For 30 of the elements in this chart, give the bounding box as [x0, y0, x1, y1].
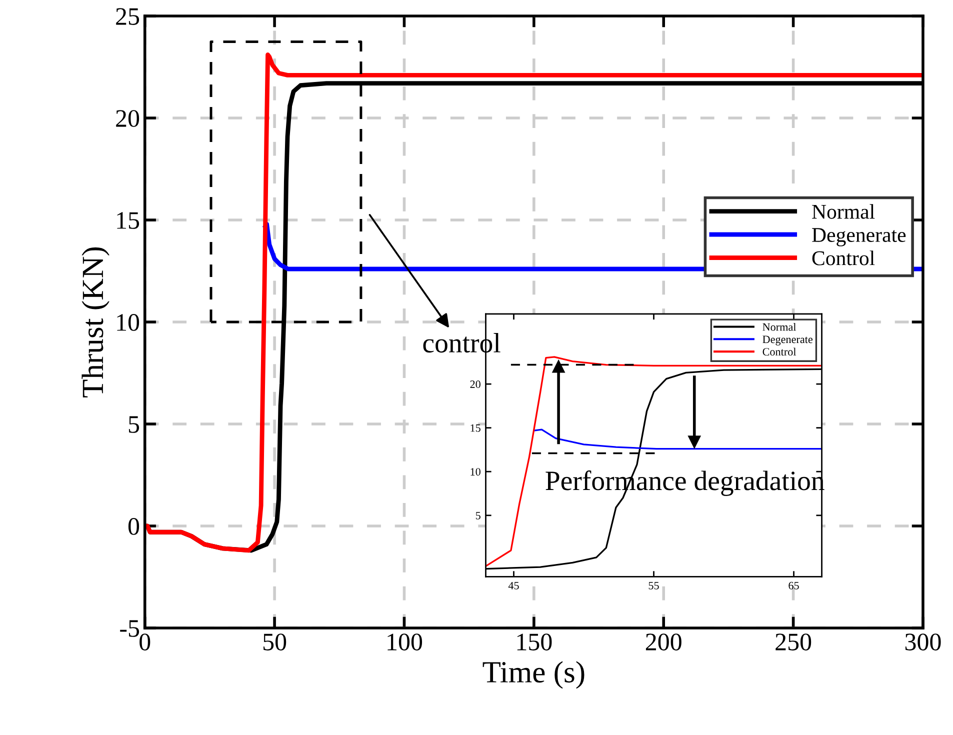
line-series: [534, 428, 822, 450]
x-tick-label: 250: [776, 634, 812, 650]
y-tick-label: 5: [476, 512, 480, 520]
y-tick-label: 15: [117, 212, 140, 229]
y-axis-title: Thrust (KN): [82, 247, 110, 398]
x-tick-label: 200: [646, 634, 682, 650]
legend-label: Control: [812, 250, 875, 266]
x-tick-label: 100: [388, 634, 422, 650]
y-tick-label: 10: [470, 468, 480, 476]
x-tick-label: 0: [140, 634, 150, 650]
y-tick-label: 10: [117, 314, 140, 331]
y-tick-label: 20: [470, 380, 480, 388]
x-tick-label: 150: [517, 634, 552, 650]
x-axis-title: Time (s): [482, 661, 584, 689]
x-tick-label: 45: [508, 582, 519, 590]
legend-label: Normal: [762, 322, 796, 331]
x-tick-label: 300: [905, 634, 941, 650]
x-tick-label: 65: [788, 582, 799, 590]
x-tick-label: 50: [263, 634, 286, 650]
y-tick-label: 15: [470, 424, 480, 432]
y-tick-label: 0: [128, 518, 140, 535]
y-tick-label: 20: [116, 110, 140, 127]
y-tick-label: 5: [128, 416, 140, 433]
legend-label: Normal: [812, 204, 875, 219]
x-tick-label: 55: [648, 582, 659, 590]
legend-label: Control: [762, 348, 796, 356]
y-tick-label: -5: [120, 620, 140, 637]
legend-label: Degenerate: [812, 228, 906, 246]
y-tick-label: 25: [116, 8, 140, 25]
legend-label: Degenerate: [762, 336, 812, 346]
